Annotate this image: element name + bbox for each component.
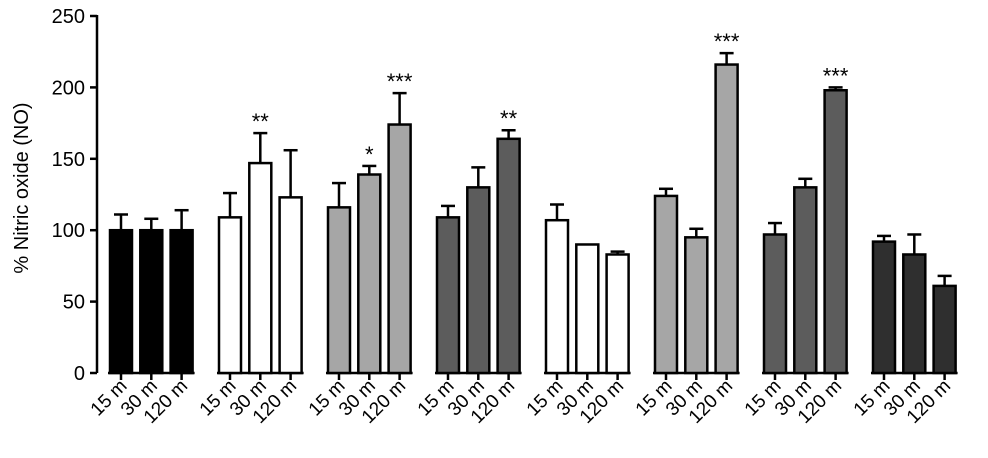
bar (653, 194, 679, 375)
y-tick-label: 0 (74, 363, 85, 385)
significance-label: *** (714, 29, 740, 54)
bar (496, 137, 521, 375)
bar (762, 233, 788, 375)
y-tick-label: 250 (52, 6, 85, 28)
bar (139, 228, 164, 375)
significance-label: ** (252, 109, 270, 134)
bar (823, 89, 848, 375)
bar (108, 228, 134, 375)
y-tick-label: 200 (52, 77, 85, 99)
bar (714, 63, 739, 375)
bar (248, 161, 273, 375)
y-tick-label: 150 (52, 149, 85, 171)
bar (575, 243, 600, 375)
bar (793, 186, 818, 375)
bar (217, 216, 243, 375)
bar (466, 186, 491, 375)
y-tick-label: 100 (52, 220, 85, 242)
bar (605, 253, 630, 375)
bar (326, 206, 352, 375)
bar (544, 218, 570, 375)
bars (108, 51, 957, 375)
bar (435, 216, 461, 375)
significance-label: *** (823, 63, 849, 88)
bar (169, 228, 194, 375)
y-tick-label: 50 (63, 292, 85, 314)
bar (278, 196, 303, 375)
bar (902, 253, 927, 375)
bar (357, 173, 382, 375)
significance-label: * (365, 142, 374, 167)
y-axis-label: % Nitric oxide (NO) (11, 102, 33, 273)
significance-label: ** (500, 106, 518, 131)
bar (387, 123, 412, 375)
bar (684, 236, 709, 375)
bar (932, 284, 957, 375)
significance-label: *** (387, 69, 413, 94)
bar (871, 240, 897, 375)
